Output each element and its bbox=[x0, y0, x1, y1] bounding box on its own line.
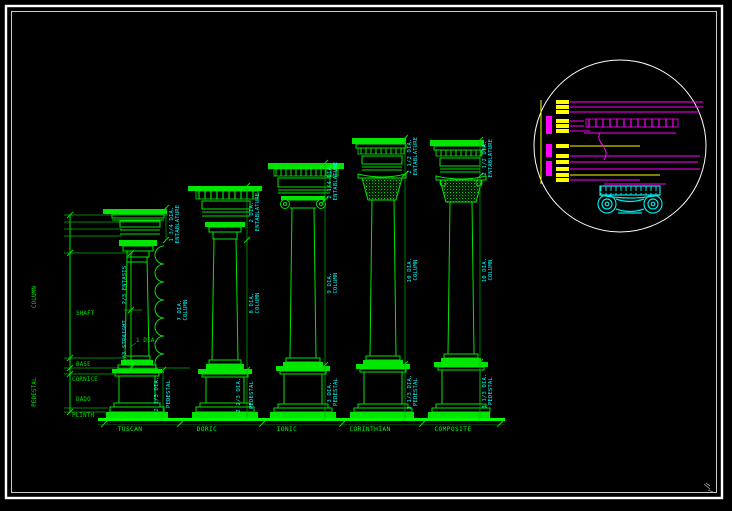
composite-name: COMPOSITE bbox=[434, 426, 471, 433]
composite-abacus bbox=[435, 175, 487, 181]
detail-moulding-profile bbox=[584, 118, 679, 185]
tuscan-ped-dim-value: 2 1/3 DIA. bbox=[154, 376, 160, 411]
composite-ent-dim-label: ENTABLATURE bbox=[488, 139, 494, 178]
corinthian-abacus bbox=[357, 173, 407, 179]
composite-column-drawing: 2 1/2 DIA. ENTABLATURE 10 DIA. COLUMN 3 … bbox=[428, 136, 494, 433]
ionic-ped-dim-label: PEDESTAL bbox=[333, 377, 339, 406]
composite-capital-bell bbox=[439, 179, 483, 203]
doric-ped-dim-label: PEDESTAL bbox=[249, 380, 255, 409]
ionic-capital-detail bbox=[597, 185, 663, 214]
corinthian-col-dim-label: COLUMN bbox=[413, 259, 419, 280]
composite-ped-dim-label: PEDESTAL bbox=[488, 376, 494, 405]
entasis-dim-label: 2/3 ENTASIS bbox=[122, 266, 128, 305]
ionic-col-dim-label: COLUMN bbox=[333, 272, 339, 293]
shaft-label: SHAFT bbox=[76, 311, 95, 317]
corinthian-capital-bell bbox=[361, 177, 403, 201]
ionic-ent-dim-label: ENTABLATURE bbox=[333, 162, 339, 201]
corinthian-ped-dim-label: PEDESTAL bbox=[413, 377, 419, 406]
tuscan-column-drawing: 1 3/4 DIA. ENTABLATURE 7 DIA. COLUMN 2 1… bbox=[103, 204, 189, 433]
composite-col-dim-value: 10 DIA. bbox=[482, 258, 488, 283]
one-dia-label: 1 DIA. bbox=[136, 338, 158, 344]
ionic-col-dim-value: 9 DIA. bbox=[327, 272, 333, 293]
doric-ent-dim-value: 2 DIA. bbox=[249, 201, 255, 222]
corner-scribble bbox=[703, 482, 714, 493]
column-bracket-label: COLUMN bbox=[32, 286, 38, 308]
corinthian-column-drawing: 2 1/2 DIA. ENTABLATURE 10 DIA. COLUMN 3 … bbox=[349, 134, 419, 433]
composite-ped-dim-value: 3 1/3 DIA. bbox=[482, 373, 488, 408]
tuscan-col-dim-value: 7 DIA. bbox=[177, 299, 183, 320]
ionic-ent-dim-value: 2 1/4 DIA. bbox=[327, 163, 333, 198]
entablature-detail-circle bbox=[533, 59, 707, 233]
corinthian-ped-dim-value: 3 1/3 DIA. bbox=[407, 374, 413, 409]
dado-label: DADO bbox=[76, 397, 91, 403]
tuscan-ent-dim-label: ENTABLATURE bbox=[175, 205, 181, 244]
tuscan-ent-dim-value: 1 3/4 DIA. bbox=[169, 206, 175, 241]
ionic-name: IONIC bbox=[277, 426, 298, 433]
tuscan-ped-dim-label: PEDESTAL bbox=[166, 379, 172, 408]
detail-callouts bbox=[556, 100, 703, 182]
corinthian-ent-dim-label: ENTABLATURE bbox=[413, 137, 419, 176]
drawing-frame bbox=[4, 4, 724, 500]
tuscan-col-dim-label: COLUMN bbox=[183, 299, 189, 320]
ground-line bbox=[98, 418, 505, 428]
doric-col-dim-value: 8 DIA. bbox=[249, 292, 255, 313]
tuscan-name: TUSCAN bbox=[118, 426, 143, 433]
doric-col-dim-label: COLUMN bbox=[255, 292, 261, 313]
composite-col-dim-label: COLUMN bbox=[488, 259, 494, 280]
tuscan-module-scallops bbox=[154, 245, 165, 373]
corinthian-name: CORINTHIAN bbox=[349, 426, 390, 433]
doric-ped-dim-value: 2 2/3 DIA. bbox=[236, 377, 242, 412]
corinthian-col-dim-value: 10 DIA. bbox=[407, 258, 413, 283]
ionic-volute-left bbox=[280, 199, 290, 209]
cornice-label: CORNICE bbox=[72, 377, 98, 383]
doric-name: DORIC bbox=[197, 426, 218, 433]
doric-ent-dim-label: ENTABLATURE bbox=[255, 193, 261, 232]
ionic-ped-dim-value: 3 DIA. bbox=[327, 381, 333, 402]
ionic-column-drawing: 2 1/4 DIA. ENTABLATURE 9 DIA. COLUMN 3 D… bbox=[268, 159, 344, 433]
doric-column-drawing: 2 DIA. ENTABLATURE 8 DIA. COLUMN 2 2/3 D… bbox=[188, 182, 262, 433]
plinth-label: PLINTH bbox=[72, 413, 94, 419]
base-label: BASE bbox=[76, 362, 91, 368]
corinthian-ent-dim-value: 2 1/2 DIA. bbox=[407, 138, 413, 173]
composite-ent-dim-value: 2 1/2 DIA. bbox=[482, 140, 488, 175]
ionic-volute-right bbox=[316, 199, 326, 209]
pedestal-bracket-label: PEDESTAL bbox=[32, 377, 38, 407]
